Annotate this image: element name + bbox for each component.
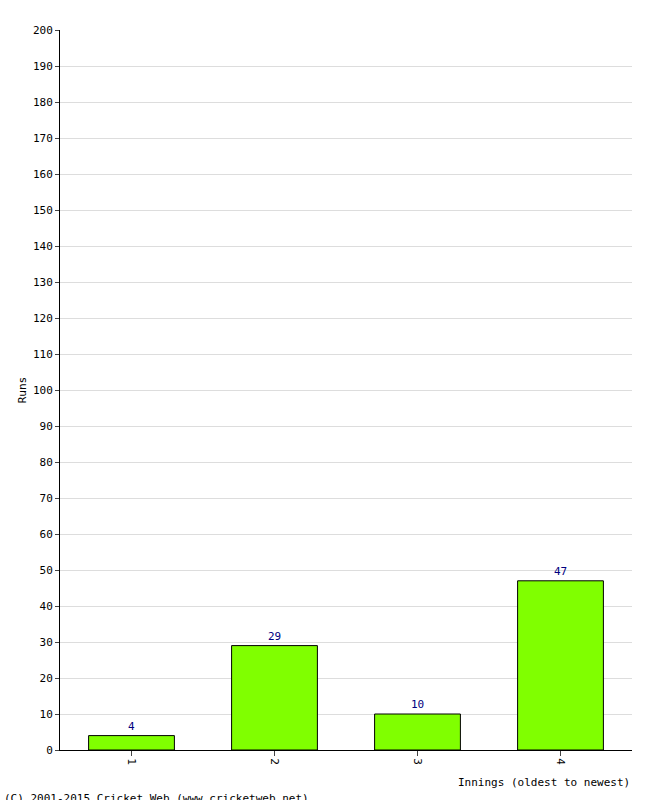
svg-text:190: 190 — [33, 60, 53, 73]
svg-text:60: 60 — [40, 528, 53, 541]
svg-text:4: 4 — [554, 758, 567, 765]
svg-text:Innings (oldest to newest): Innings (oldest to newest) — [458, 776, 630, 789]
svg-text:2: 2 — [268, 758, 281, 765]
svg-text:80: 80 — [40, 456, 53, 469]
svg-text:70: 70 — [40, 492, 53, 505]
svg-text:100: 100 — [33, 384, 53, 397]
svg-text:130: 130 — [33, 276, 53, 289]
svg-text:50: 50 — [40, 564, 53, 577]
svg-text:0: 0 — [46, 744, 53, 757]
svg-text:1: 1 — [125, 758, 138, 765]
svg-text:Runs: Runs — [16, 377, 29, 404]
svg-text:180: 180 — [33, 96, 53, 109]
svg-text:(C) 2001-2015 Cricket Web (www: (C) 2001-2015 Cricket Web (www.cricketwe… — [4, 792, 309, 800]
svg-text:160: 160 — [33, 168, 53, 181]
svg-text:90: 90 — [40, 420, 53, 433]
svg-text:170: 170 — [33, 132, 53, 145]
svg-text:3: 3 — [411, 758, 424, 765]
svg-text:29: 29 — [268, 630, 281, 643]
svg-text:140: 140 — [33, 240, 53, 253]
svg-text:150: 150 — [33, 204, 53, 217]
svg-text:10: 10 — [40, 708, 53, 721]
svg-text:30: 30 — [40, 636, 53, 649]
svg-text:47: 47 — [554, 565, 567, 578]
svg-text:200: 200 — [33, 24, 53, 37]
svg-text:4: 4 — [128, 720, 135, 733]
svg-text:10: 10 — [411, 698, 424, 711]
svg-text:120: 120 — [33, 312, 53, 325]
svg-text:110: 110 — [33, 348, 53, 361]
svg-text:40: 40 — [40, 600, 53, 613]
svg-text:20: 20 — [40, 672, 53, 685]
